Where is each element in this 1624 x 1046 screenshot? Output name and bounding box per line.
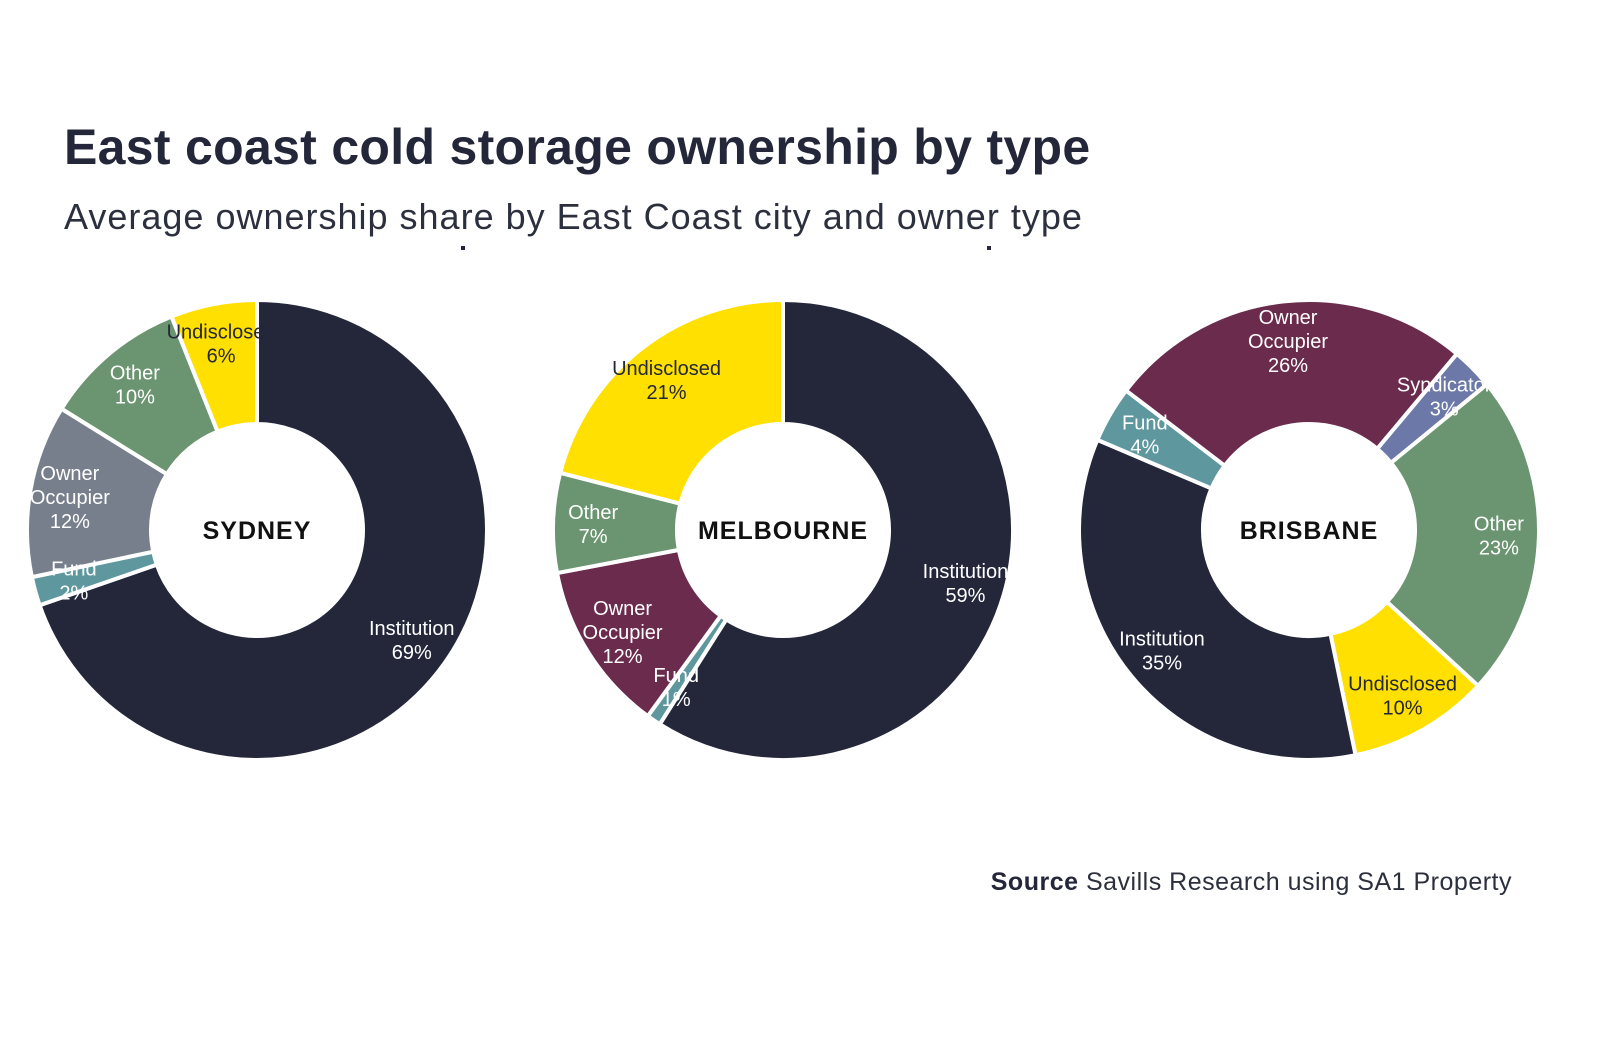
- brisbane-slice-label-fund: Fund 4%: [1122, 412, 1168, 458]
- sydney-slice-label-fund: Fund 2%: [51, 559, 97, 605]
- source-note: Source Savills Research using SA1 Proper…: [991, 868, 1512, 897]
- sydney-slice-label-other: Other 10%: [110, 362, 160, 408]
- brisbane-slice-labels: Syndicator 3% Other 23% Undisclosed 10% Instit…: [1119, 307, 1524, 719]
- brisbane-donut: Syndicator 3% Other 23% Undisclosed 10% Instit…: [1077, 298, 1541, 762]
- brisbane-center-label: BRISBANE: [1240, 517, 1379, 545]
- melbourne-center-label: MELBOURNE: [698, 517, 868, 545]
- melbourne-slice-undisclosed: [558, 298, 785, 506]
- melbourne-slice-label-fund: Fund 1%: [653, 665, 699, 711]
- source-label: Source: [990, 868, 1079, 896]
- chart-subtitle: Average ownership share by East Coast ci…: [64, 196, 1083, 237]
- melbourne-slice-label-undisclosed: Undisclosed 21%: [612, 358, 721, 404]
- decorative-dot: [461, 246, 465, 250]
- brisbane-slice-label-owner-occupier: Owner Occupier 26%: [1248, 307, 1328, 377]
- melbourne-slice-label-institution: Institution 59%: [923, 561, 1009, 607]
- sydney-slice-undisclosed: [169, 298, 259, 434]
- melbourne-slice-institution: [657, 298, 1015, 762]
- decorative-dot: [987, 246, 991, 250]
- sydney-slice-institution: [37, 298, 489, 762]
- melbourne-slice-labels: Institution 59% Fund 1%Owner Occupier 12% Othe…: [568, 358, 1008, 711]
- sydney-slice-label-undisclosed: Undisclosed 6%: [167, 321, 276, 367]
- melbourne-slice-label-other: Other 7%: [568, 502, 618, 548]
- brisbane-slice-label-other: Other 23%: [1474, 514, 1524, 560]
- brisbane-slice-label-undisclosed: Undisclosed 10%: [1348, 673, 1457, 719]
- sydney-center-label: SYDNEY: [203, 517, 312, 545]
- brisbane-slice-institution: [1077, 437, 1358, 762]
- melbourne-slice-label-owner-occupier: Owner Occupier 12%: [583, 598, 663, 668]
- sydney-slice-labels: Institution 69% Fund 2% Owner Occupier 12% Othe…: [30, 321, 455, 664]
- brisbane-slice-label-syndicator: Syndicator 3%: [1397, 374, 1492, 420]
- source-text: Savills Research using SA1 Property: [1085, 868, 1512, 896]
- chart-title: East coast cold storage ownership by typ…: [64, 119, 1091, 175]
- sydney-donut: Institution 69% Fund 2% Owner Occupier 12% Othe…: [25, 298, 489, 762]
- brisbane-slice-owner-occupier: [1124, 298, 1459, 468]
- melbourne-donut: Institution 59% Fund 1%Owner Occupier 12% Othe…: [551, 298, 1015, 762]
- sydney-slice-label-institution: Institution 69%: [369, 618, 455, 664]
- brisbane-slice-other: [1384, 382, 1541, 688]
- sydney-slice-label-owner-occupier: Owner Occupier 12%: [30, 463, 110, 533]
- brisbane-slice-label-institution: Institution 35%: [1119, 628, 1205, 674]
